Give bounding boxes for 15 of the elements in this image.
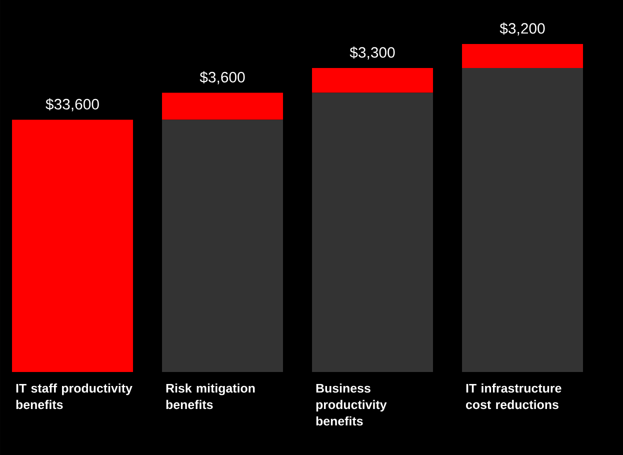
x-tick-label: IT staff productivity benefits xyxy=(16,383,132,410)
bar xyxy=(312,92,434,372)
data-label: $33,600 xyxy=(46,98,99,112)
x-tick-label: Business productivity benefits xyxy=(316,383,387,426)
data-label: $3,200 xyxy=(500,22,545,36)
x-tick-label: Risk mitigation benefits xyxy=(166,383,255,410)
bar xyxy=(12,120,134,372)
data-label: $3,300 xyxy=(350,46,395,60)
bar xyxy=(462,44,584,68)
bar xyxy=(162,120,284,372)
data-label: $3,600 xyxy=(200,71,245,84)
bar xyxy=(162,92,284,120)
bar xyxy=(312,68,434,93)
bar xyxy=(462,68,584,372)
x-tick-label: IT infrastructure cost reductions xyxy=(466,383,562,410)
